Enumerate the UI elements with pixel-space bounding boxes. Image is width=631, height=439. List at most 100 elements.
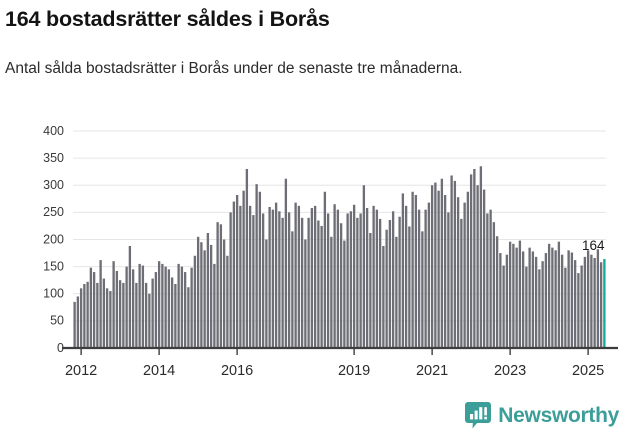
bar[interactable]: [281, 217, 284, 348]
bar[interactable]: [476, 185, 479, 348]
bar[interactable]: [193, 255, 197, 348]
bar[interactable]: [187, 287, 190, 348]
bar[interactable]: [437, 190, 440, 348]
bar[interactable]: [378, 218, 382, 348]
bar[interactable]: [313, 205, 317, 348]
bar[interactable]: [525, 266, 528, 349]
bar[interactable]: [515, 247, 518, 348]
bar[interactable]: [161, 263, 164, 348]
bar[interactable]: [489, 209, 492, 348]
bar[interactable]: [554, 250, 557, 348]
bar[interactable]: [148, 293, 151, 348]
bar[interactable]: [434, 182, 437, 348]
bar[interactable]: [232, 201, 236, 348]
bar[interactable]: [170, 277, 174, 348]
bar[interactable]: [271, 209, 275, 348]
bar[interactable]: [151, 278, 154, 348]
bar[interactable]: [76, 296, 80, 348]
bar[interactable]: [323, 191, 327, 348]
bar[interactable]: [258, 191, 262, 348]
bar[interactable]: [138, 263, 141, 348]
bar[interactable]: [99, 260, 102, 348]
bar[interactable]: [343, 240, 346, 348]
bar[interactable]: [599, 262, 603, 348]
bar[interactable]: [206, 232, 210, 348]
bar[interactable]: [382, 246, 385, 348]
bar[interactable]: [330, 236, 333, 348]
bar[interactable]: [479, 166, 483, 348]
bar[interactable]: [482, 189, 486, 348]
bar[interactable]: [128, 246, 132, 348]
bar[interactable]: [356, 217, 359, 348]
bar[interactable]: [495, 236, 499, 348]
bar[interactable]: [248, 205, 252, 348]
bar[interactable]: [268, 206, 271, 348]
bar[interactable]: [326, 213, 330, 348]
bar[interactable]: [222, 239, 226, 349]
bar[interactable]: [577, 273, 580, 348]
bar[interactable]: [125, 266, 128, 349]
bar[interactable]: [372, 205, 375, 348]
bar[interactable]: [508, 241, 512, 348]
bar[interactable]: [424, 209, 427, 348]
bar[interactable]: [460, 218, 463, 348]
bar[interactable]: [453, 180, 457, 348]
bar[interactable]: [541, 261, 544, 348]
bar[interactable]: [245, 168, 249, 348]
bar[interactable]: [365, 208, 369, 348]
bar[interactable]: [443, 195, 447, 348]
bar[interactable]: [414, 195, 418, 348]
bar[interactable]: [408, 226, 411, 348]
bar[interactable]: [144, 282, 148, 348]
bar[interactable]: [512, 243, 515, 348]
bar[interactable]: [385, 229, 388, 348]
bar[interactable]: [122, 282, 125, 348]
bar[interactable]: [203, 250, 206, 348]
bar[interactable]: [96, 282, 99, 348]
bar[interactable]: [141, 265, 145, 348]
bar[interactable]: [154, 272, 158, 348]
bar[interactable]: [557, 241, 561, 348]
bar[interactable]: [209, 244, 213, 348]
bar[interactable]: [135, 282, 138, 348]
bar[interactable]: [456, 197, 460, 348]
bar-highlighted[interactable]: [603, 259, 606, 348]
bar[interactable]: [261, 213, 265, 348]
bar[interactable]: [375, 209, 379, 348]
bar[interactable]: [505, 254, 509, 348]
bar[interactable]: [317, 220, 320, 348]
bar[interactable]: [447, 212, 450, 349]
bar[interactable]: [200, 242, 203, 348]
bar[interactable]: [567, 250, 570, 348]
bar[interactable]: [310, 208, 314, 348]
bar[interactable]: [596, 249, 600, 348]
bar[interactable]: [109, 291, 112, 348]
bar[interactable]: [216, 222, 219, 348]
bar[interactable]: [469, 174, 473, 348]
bar[interactable]: [219, 224, 223, 348]
bar[interactable]: [112, 261, 115, 348]
bar[interactable]: [388, 219, 392, 348]
bar[interactable]: [291, 231, 294, 348]
bar[interactable]: [255, 184, 258, 348]
bar[interactable]: [486, 213, 489, 348]
bar[interactable]: [391, 211, 395, 348]
bar[interactable]: [593, 257, 596, 348]
bar[interactable]: [333, 204, 336, 348]
bar[interactable]: [300, 217, 304, 348]
bar[interactable]: [307, 217, 310, 348]
bar[interactable]: [252, 215, 255, 348]
bar[interactable]: [586, 250, 590, 348]
bar[interactable]: [421, 231, 424, 348]
bar[interactable]: [417, 209, 421, 348]
bar[interactable]: [404, 205, 408, 348]
bar[interactable]: [105, 288, 109, 348]
bar[interactable]: [339, 223, 343, 348]
bar[interactable]: [83, 283, 86, 348]
bar[interactable]: [573, 260, 577, 348]
bar[interactable]: [229, 212, 232, 349]
bar[interactable]: [336, 209, 340, 348]
newsworthy-logo[interactable]: Newsworthy: [465, 402, 619, 429]
bar[interactable]: [551, 247, 554, 348]
bar[interactable]: [86, 281, 89, 348]
